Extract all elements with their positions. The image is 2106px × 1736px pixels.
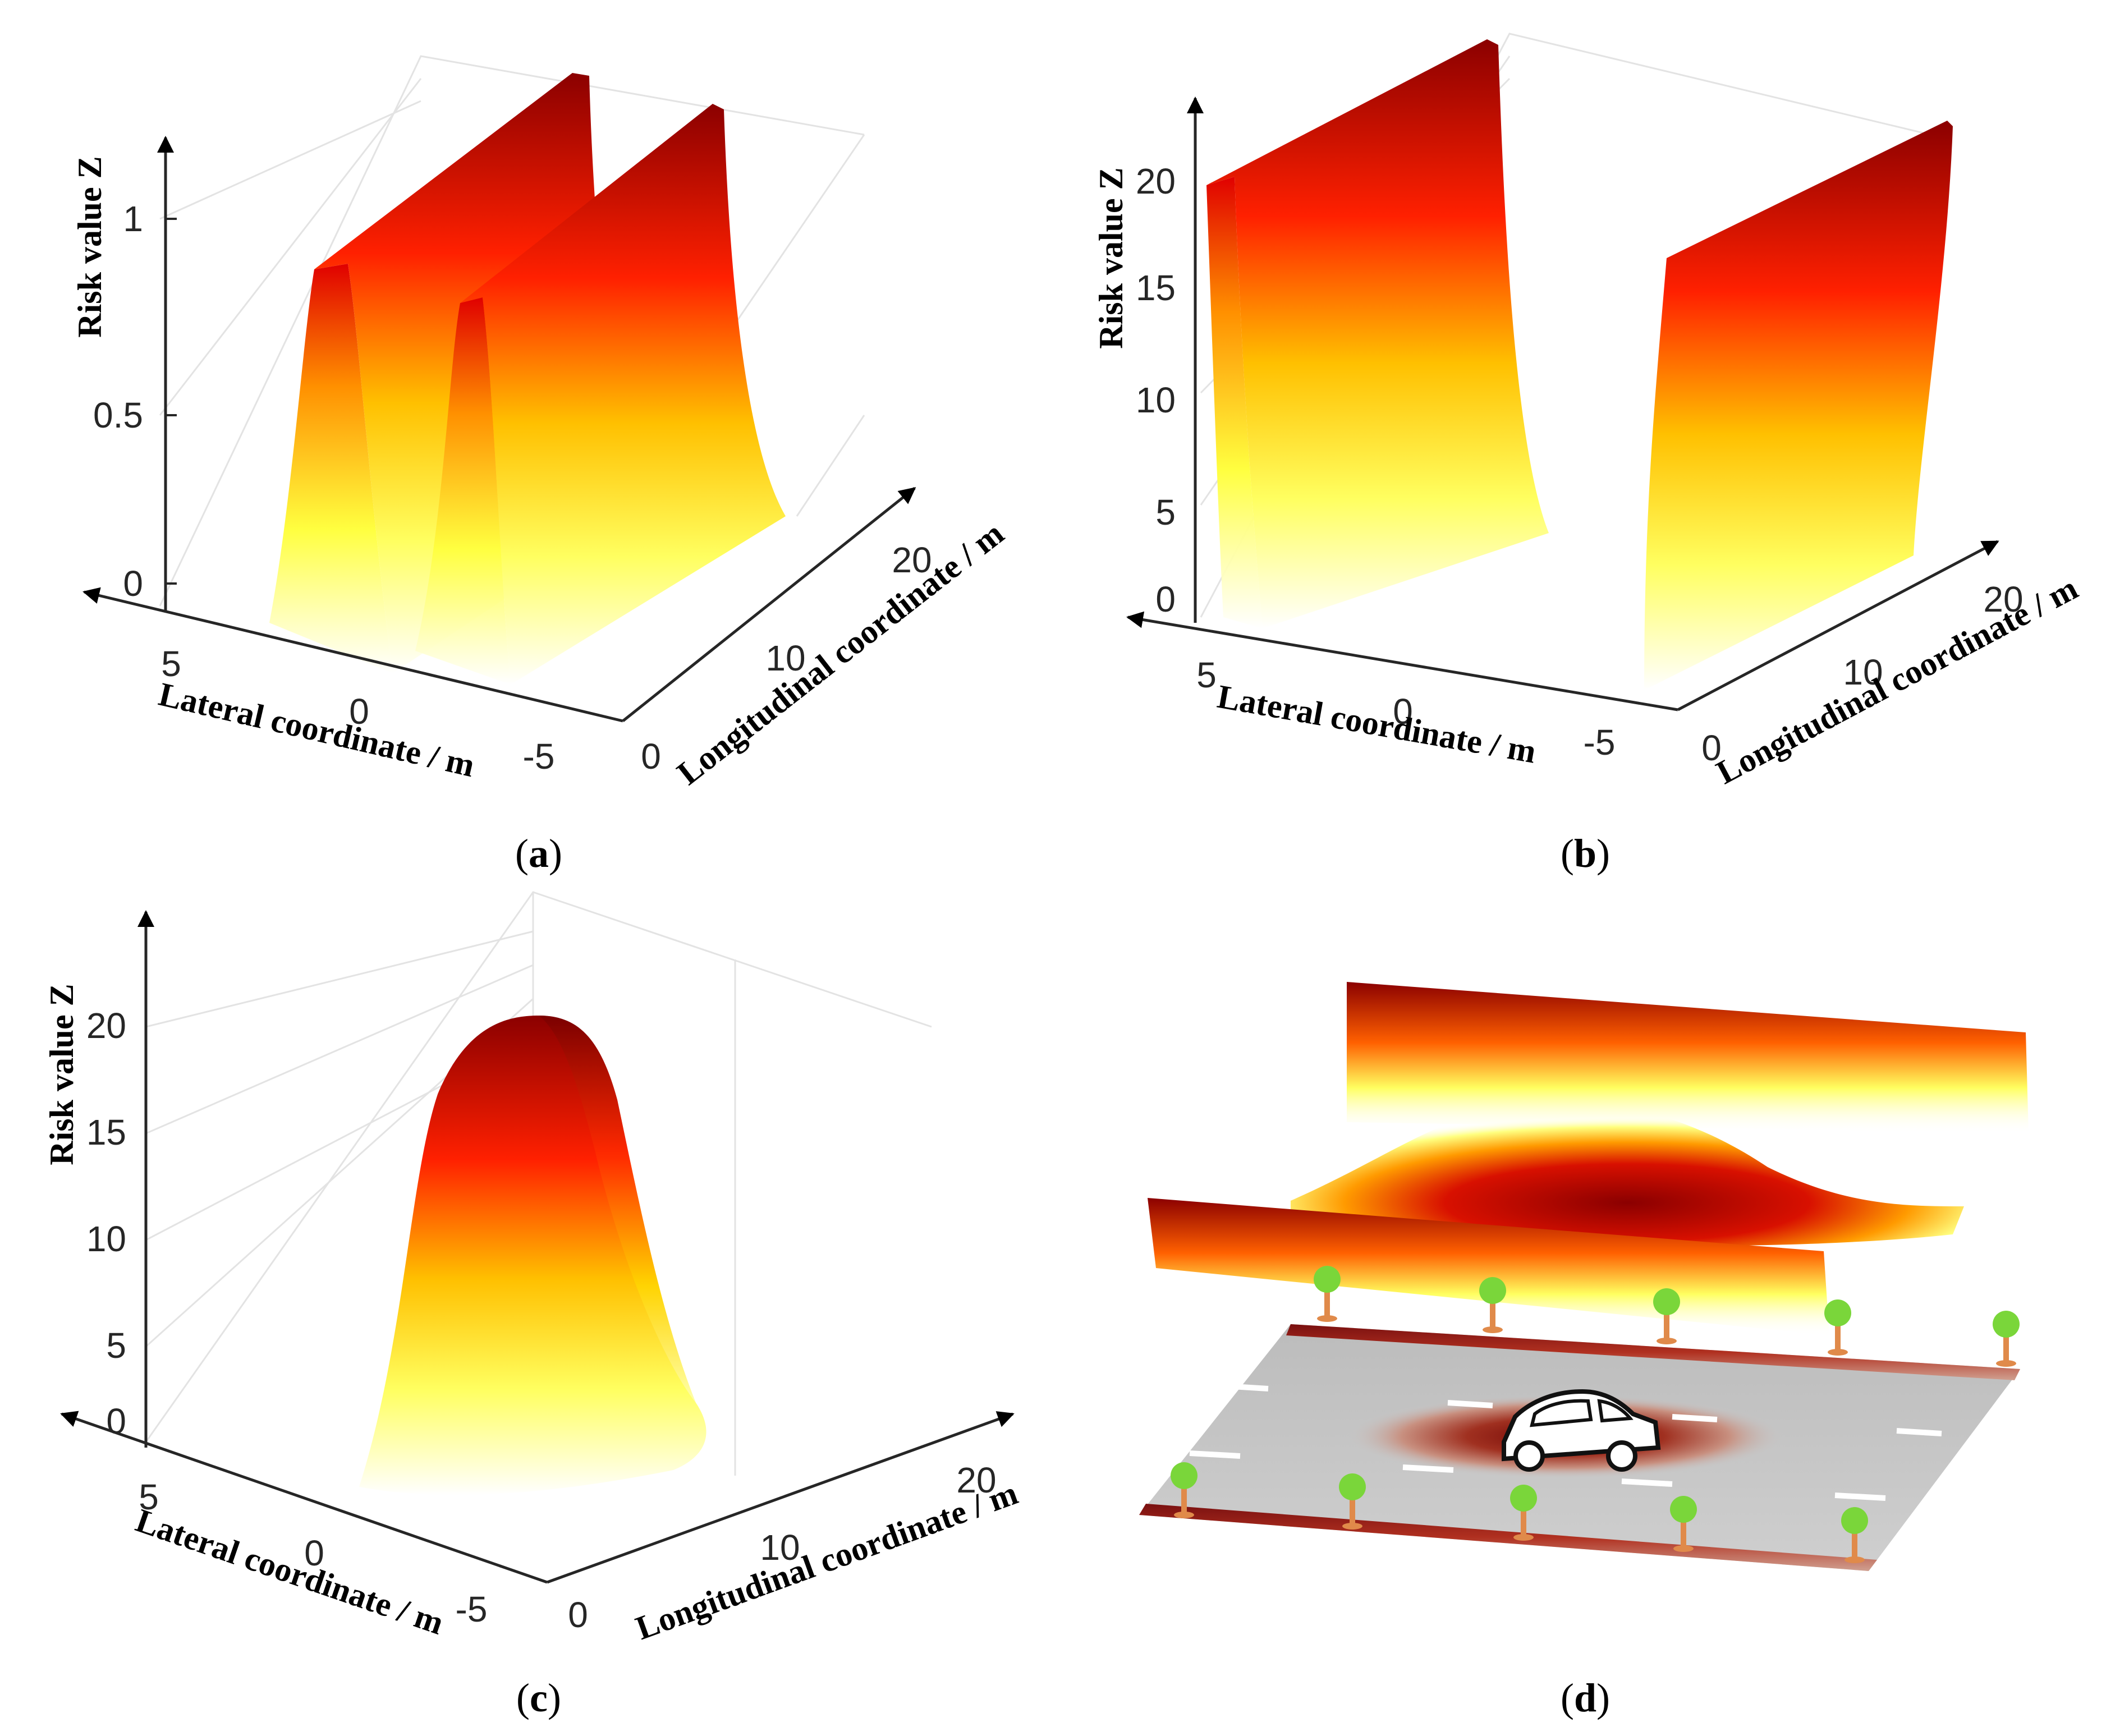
panel-c-y-axis — [547, 1411, 1015, 1584]
panel-d-lane-mark — [1447, 1400, 1493, 1408]
panel-b-y-tick-label-0: 0 — [1701, 728, 1722, 768]
panel-a-grid-line-2 — [159, 100, 421, 220]
panel-b-x-tick-label-2: -5 — [1584, 722, 1616, 763]
panel-c-z-tick-label-1: 5 — [106, 1325, 126, 1366]
panel-c-ylabel: Longitudinal coordinate / m — [631, 1474, 1022, 1647]
panel-a-y-tick-label-2: 20 — [892, 540, 932, 580]
panel-c-caption: (c) — [516, 1675, 561, 1720]
panel-c-chart: 0 5 10 15 20 5 0 -5 0 10 20 Risk value Z… — [43, 891, 1022, 1720]
panel-a-z-tick-label-2: 1 — [123, 199, 143, 239]
panel-b-wall-left-side — [1206, 177, 1263, 628]
panel-c-zlabel: Risk value Z — [43, 984, 80, 1165]
panel-c-z-tick-label-4: 20 — [86, 1005, 126, 1046]
panel-b-x-tick-label-0: 5 — [1196, 655, 1217, 695]
panel-a-ridge-right-side — [415, 297, 511, 685]
panel-d-tree-icon — [1653, 1288, 1680, 1344]
panel-a-y-tick-label-1: 10 — [765, 638, 805, 678]
panel-d-lane-mark — [1223, 1383, 1269, 1391]
panel-a-z-tick-label-0: 0 — [123, 563, 143, 604]
panel-b-y-tick-label-2: 20 — [1983, 579, 2023, 619]
panel-d-back-wall — [1347, 982, 2029, 1133]
panel-d-lane-mark — [1621, 1478, 1673, 1487]
panel-b-z-tick-label-0: 0 — [1155, 579, 1176, 619]
panel-c-y-tick-label-2: 20 — [956, 1460, 996, 1500]
panel-d-lane-mark — [1402, 1464, 1454, 1473]
panel-b-chart: 0 5 10 15 20 5 0 -5 0 10 20 Risk value Z… — [1093, 33, 2084, 876]
panel-a-x-tick-label-1: 0 — [349, 691, 369, 732]
panel-a-ridge-right-face — [460, 104, 786, 685]
panel-c-y-tick-label-0: 0 — [568, 1595, 588, 1635]
panel-d-tree-icon — [1479, 1277, 1506, 1333]
panel-b-z-tick-label-2: 10 — [1136, 380, 1176, 420]
panel-b-caption: (b) — [1561, 831, 1610, 876]
panel-d-caption: (d) — [1561, 1675, 1610, 1720]
panel-c-bump-shade — [539, 1016, 696, 1403]
panel-a-chart: 0 0.5 1 5 0 -5 0 10 20 Risk value Z Late… — [71, 55, 1011, 876]
panel-c-grid-line-3 — [145, 964, 534, 1135]
panel-c-grid-line-4 — [145, 930, 534, 1028]
panel-d-tree-icon — [1339, 1473, 1366, 1530]
panel-a-xlabel: Lateral coordinate / m — [155, 676, 478, 784]
panel-c-z-tick-label-2: 10 — [86, 1219, 126, 1259]
panel-a-y-tick-label-0: 0 — [641, 736, 661, 777]
panel-d-lane-mark — [1834, 1492, 1886, 1501]
panel-a-x-tick-label-0: 5 — [161, 644, 181, 684]
panel-b-z-tick-label-4: 20 — [1136, 161, 1176, 201]
panel-d-road-edge-near — [1139, 1504, 1877, 1571]
panel-b-x-tick-label-1: 0 — [1393, 691, 1413, 732]
panel-c-z-tick-label-0: 0 — [106, 1401, 126, 1441]
panel-d-tree-icon — [1510, 1485, 1537, 1541]
panel-a-x-axis — [82, 587, 623, 723]
panel-d-tree-icon — [1171, 1462, 1197, 1518]
panel-a-grid-line-1 — [159, 78, 422, 416]
panel-b-z-tick-label-3: 15 — [1136, 268, 1176, 308]
panel-c-x-tick-label-1: 0 — [304, 1533, 324, 1573]
panel-d-tree-icon — [1670, 1496, 1697, 1552]
panel-d-illustration: (d) — [1139, 982, 2029, 1720]
panel-a-ylabel: Longitudinal coordinate / m — [670, 515, 1011, 792]
panel-a-caption: (a) — [515, 831, 562, 876]
panel-d-lane-mark — [1672, 1414, 1718, 1422]
panel-d-road-edge-far — [1286, 1324, 2020, 1380]
panel-d-tree-icon — [1993, 1311, 2020, 1367]
panel-d-tree-icon — [1841, 1507, 1868, 1563]
panel-b-z-tick-label-1: 5 — [1155, 492, 1176, 532]
panel-d-tree-icon — [1824, 1299, 1851, 1356]
panel-a-z-tick-label-1: 0.5 — [93, 395, 143, 435]
panel-d-lane-mark — [1189, 1450, 1241, 1459]
panel-b-wall-right-face — [1644, 121, 1953, 690]
panel-b-wall-left-face — [1206, 39, 1549, 628]
panel-a-grid-line-4 — [796, 415, 865, 517]
panel-c-x-tick-label-0: 5 — [139, 1477, 159, 1517]
panel-a-zlabel: Risk value Z — [71, 156, 108, 337]
panel-b-zlabel: Risk value Z — [1093, 167, 1130, 348]
panel-a-x-tick-label-2: -5 — [523, 736, 555, 777]
panel-b-x-axis — [1126, 611, 1678, 711]
panel-a-ridge-left-side — [269, 264, 393, 673]
panel-b-xlabel: Lateral coordinate / m — [1215, 678, 1539, 770]
panel-b-y-tick-label-1: 10 — [1843, 652, 1883, 692]
panel-d-tree-icon — [1314, 1266, 1341, 1322]
panel-b-y-axis — [1677, 540, 1999, 711]
panel-c-xlabel: Lateral coordinate / m — [131, 1501, 448, 1642]
panel-d-car-icon — [1502, 1389, 1661, 1472]
panel-d-lane-mark — [1896, 1428, 1942, 1436]
panel-c-z-tick-label-3: 15 — [86, 1112, 126, 1152]
panel-d-risk-dome — [1291, 1102, 1964, 1246]
panel-a-y-axis — [622, 487, 916, 722]
panel-c-x-axis — [60, 1411, 548, 1584]
panel-c-y-tick-label-1: 10 — [760, 1527, 800, 1568]
panel-c-x-tick-label-2: -5 — [456, 1589, 488, 1629]
panel-c-bump-surface — [359, 1016, 706, 1495]
